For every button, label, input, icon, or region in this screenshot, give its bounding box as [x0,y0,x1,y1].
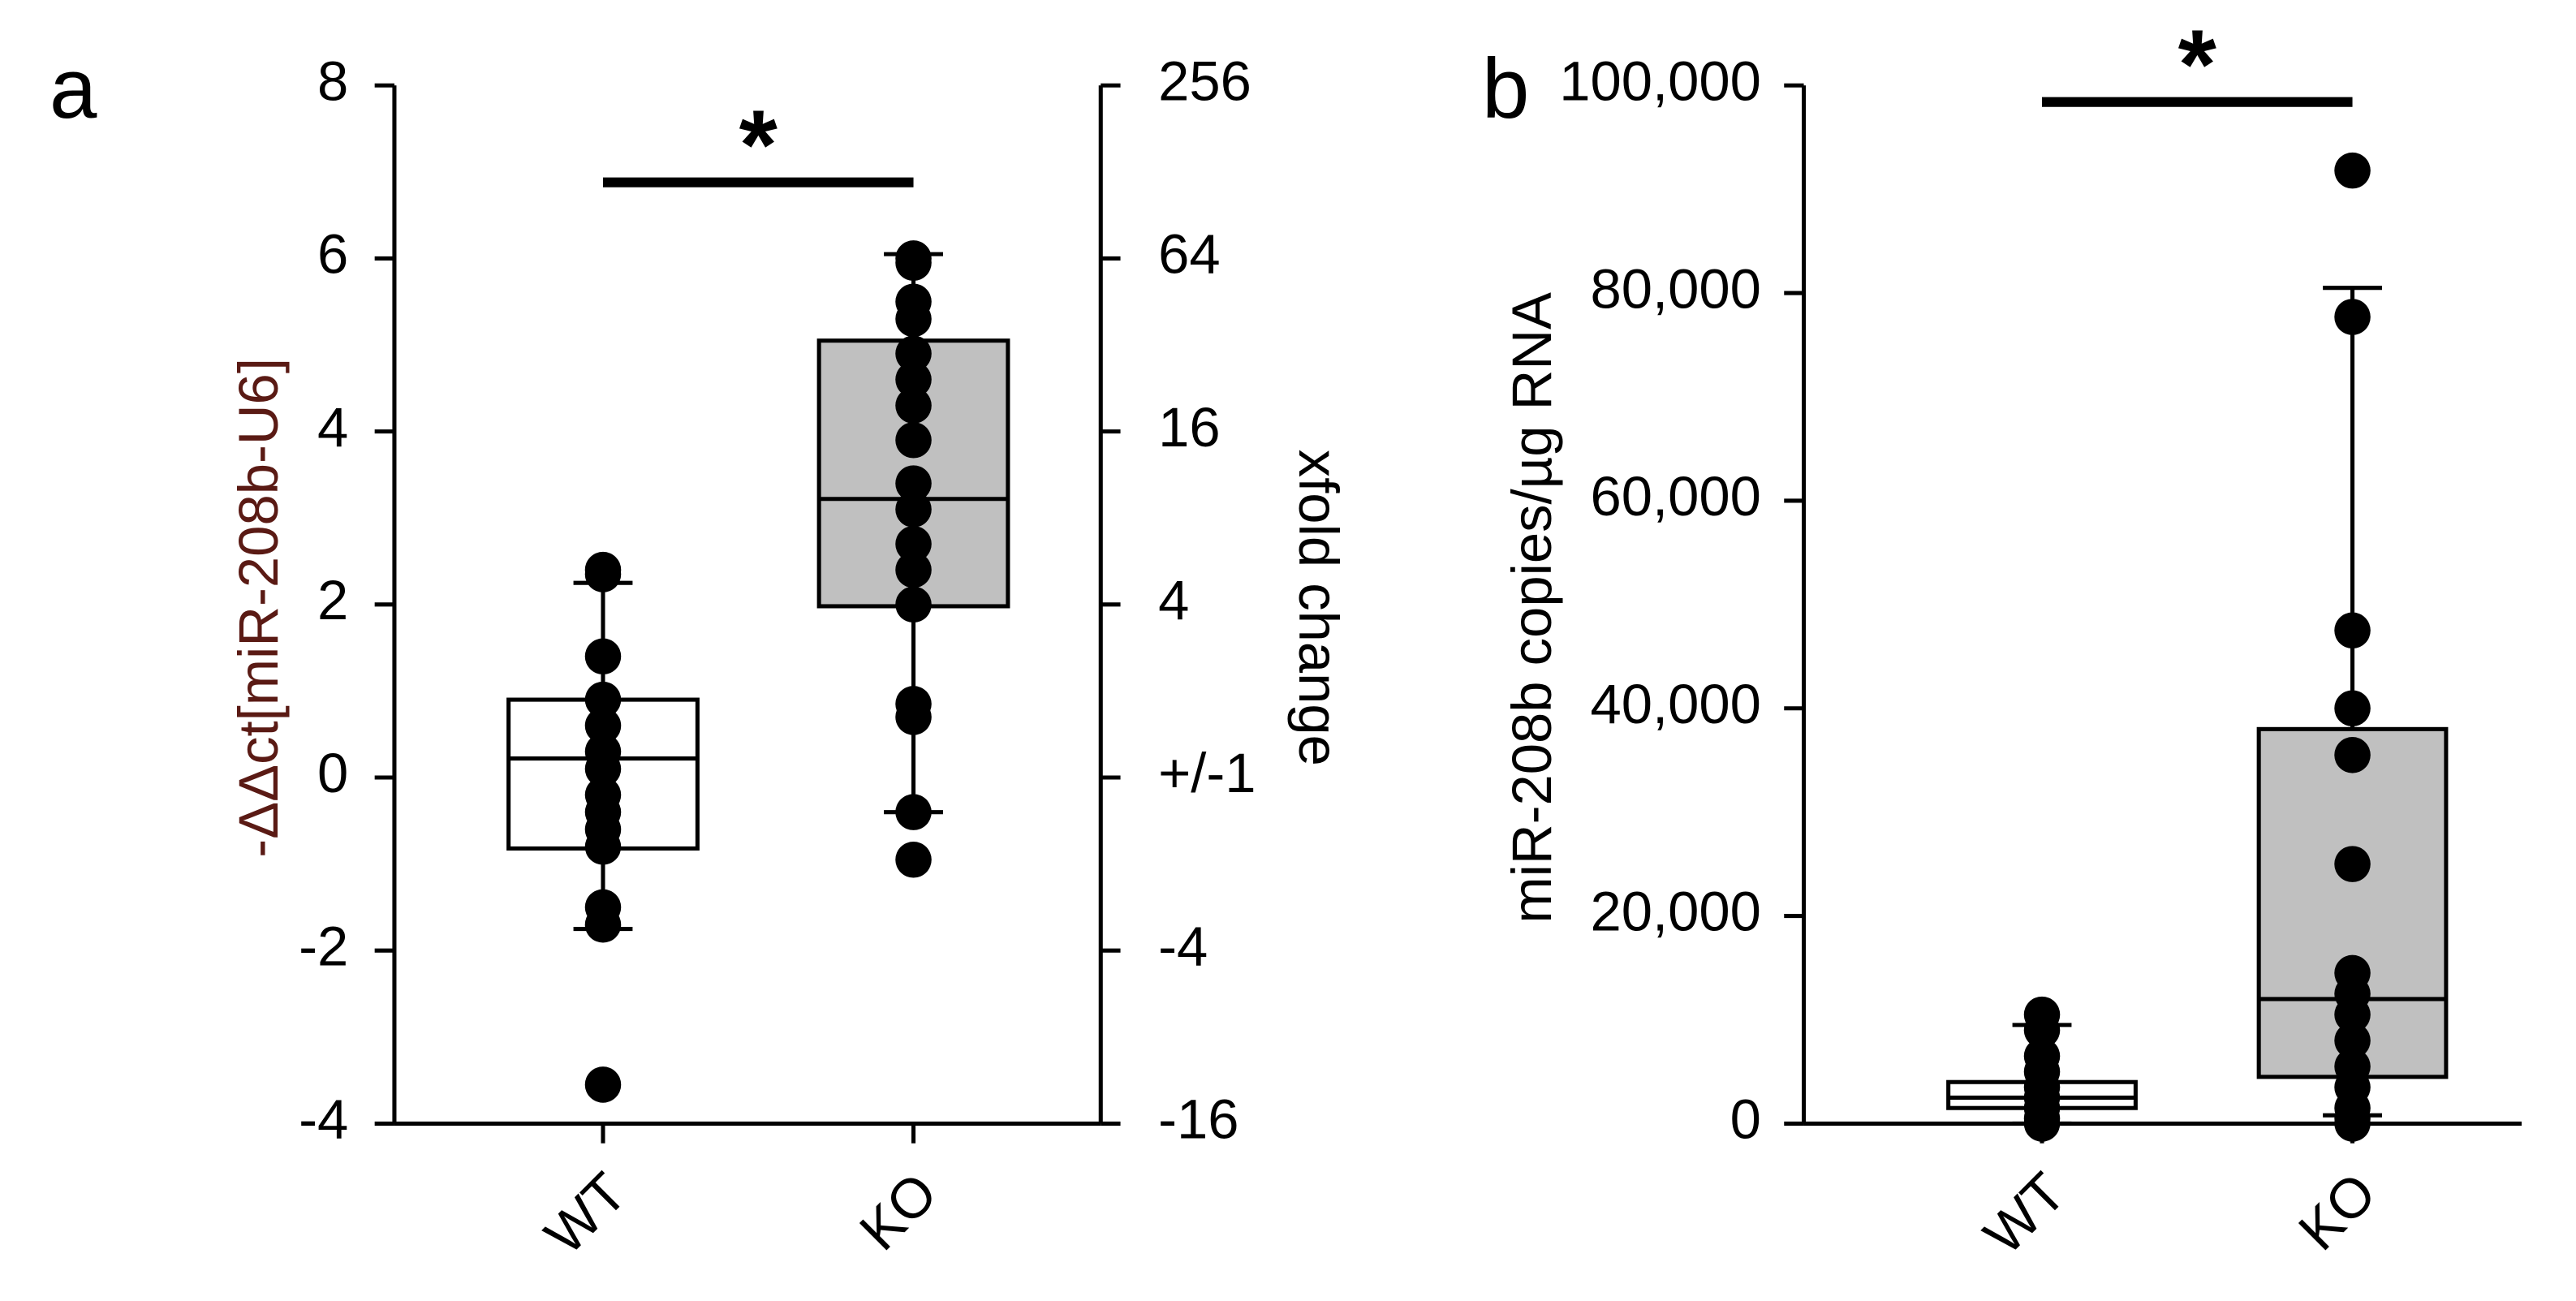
y-tick-label: -4 [299,1088,348,1151]
point [895,387,932,424]
point [2334,1022,2371,1059]
point [584,681,622,718]
point [2334,737,2371,773]
point [895,794,932,830]
y-tick-label: 60,000 [1590,465,1760,528]
point [584,638,622,675]
point [584,751,622,787]
point [895,465,932,502]
panel-label: a [50,41,97,136]
point [2334,846,2371,882]
x-tick-label: KO [847,1161,949,1262]
y-tick-label: -2 [299,915,348,977]
y2-tick-label: -4 [1158,915,1208,977]
y-tick-label: 2 [317,569,348,631]
point [584,829,622,865]
y-tick-label: 0 [317,742,348,804]
point [895,842,932,878]
x-tick-label: WT [1972,1161,2078,1266]
y2-tick-label: 64 [1158,223,1221,286]
point [584,1066,622,1103]
point [895,699,932,735]
point [2334,996,2371,1033]
panel-label: b [1482,41,1530,136]
point [2334,299,2371,335]
point [2334,152,2371,189]
y-axis-label: -ΔΔct[miR-208b-U6] [227,358,290,858]
y2-tick-label: +/-1 [1158,742,1256,804]
y2-tick-label: 256 [1158,50,1251,112]
point [895,361,932,398]
point [2334,612,2371,649]
point [895,422,932,459]
y-tick-label: 4 [317,396,348,459]
point [895,335,932,372]
point [895,300,932,338]
point [584,556,622,592]
y-tick-label: 40,000 [1590,673,1760,735]
x-tick-label: WT [533,1161,639,1266]
point [2023,1105,2061,1142]
point [2334,690,2371,727]
y2-axis-label: xfold change [1287,450,1350,766]
point [584,906,622,943]
y2-tick-label: 4 [1158,569,1189,631]
point [2023,1012,2061,1049]
y-tick-label: 80,000 [1590,257,1760,320]
point [895,244,932,282]
point [584,707,622,744]
y-tick-label: 100,000 [1559,50,1761,112]
significance-label: * [739,89,778,200]
y-axis-label: miR-208b copies/µg RNA [1501,292,1563,924]
y-tick-label: 20,000 [1590,881,1760,943]
point [895,491,932,528]
y-tick-label: 6 [317,223,348,286]
point [2334,1105,2371,1142]
y2-tick-label: -16 [1158,1088,1238,1151]
y2-tick-label: 16 [1158,396,1221,459]
point [895,586,932,623]
y-tick-label: 8 [317,50,348,112]
significance-label: * [2178,9,2217,119]
x-tick-label: KO [2287,1161,2389,1262]
y-tick-label: 0 [1730,1088,1761,1151]
point [895,551,932,588]
point [895,525,932,562]
